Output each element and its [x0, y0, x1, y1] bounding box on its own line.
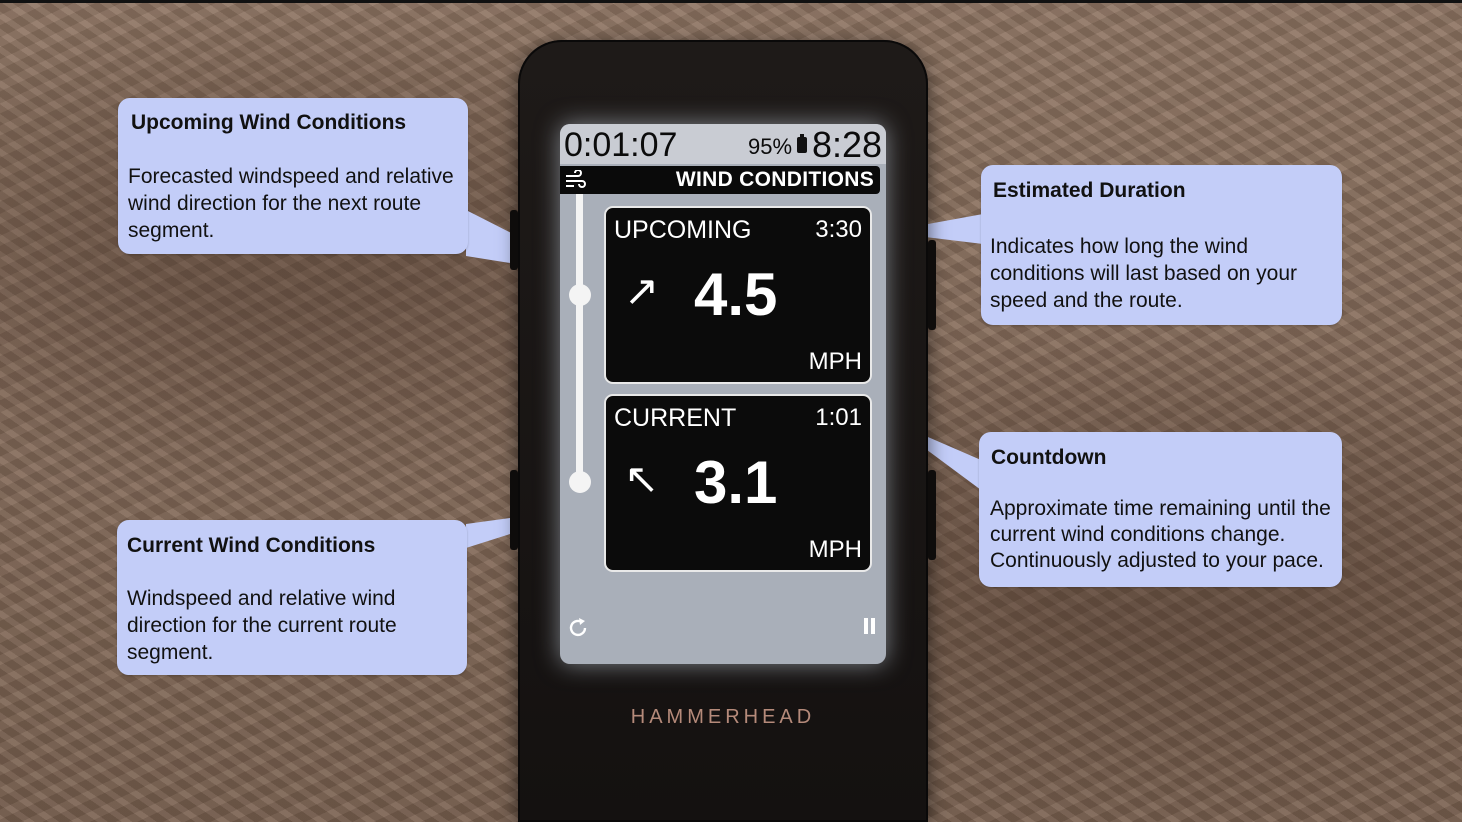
callout-duration-body: Indicates how long the wind conditions w… [990, 235, 1298, 312]
side-button-right-bottom[interactable] [928, 470, 936, 560]
wind-icon [566, 170, 586, 188]
timeline-dot-current [569, 471, 591, 493]
upcoming-windspeed: 4.5 [694, 261, 778, 328]
side-button-left-top[interactable] [510, 210, 518, 270]
callout-upcoming-wind: Upcoming Wind Conditions Forecasted wind… [118, 98, 468, 254]
callout-current-title: Current Wind Conditions [127, 534, 376, 557]
callout-upcoming-body: Forecasted windspeed and relative wind d… [128, 165, 454, 242]
elapsed-time: 0:01:07 [564, 126, 678, 164]
pause-icon[interactable] [864, 618, 876, 636]
callout-countdown-body: Approximate time remaining until the cur… [990, 497, 1331, 572]
clock-time: 8:28 [812, 124, 883, 165]
upcoming-unit: MPH [808, 348, 862, 375]
callout-estimated-duration: Estimated Duration Indicates how long th… [981, 165, 1342, 325]
current-direction-arrow-icon: ↖ [624, 455, 660, 502]
current-windspeed: 3.1 [694, 449, 778, 516]
screen-title: WIND CONDITIONS [675, 168, 874, 191]
callout-current-body: Windspeed and relative wind direction fo… [127, 587, 397, 664]
battery-icon [797, 134, 807, 153]
callout-countdown: Countdown Approximate time remaining unt… [979, 432, 1342, 587]
callout-countdown-title: Countdown [991, 446, 1107, 469]
upcoming-label: UPCOMING [614, 216, 752, 244]
side-button-right-top[interactable] [928, 240, 936, 330]
battery-percent: 95% [748, 134, 793, 159]
screen-title-bar: WIND CONDITIONS [560, 166, 880, 194]
brand-logo: HAMMERHEAD [630, 706, 816, 728]
current-unit: MPH [808, 536, 862, 563]
callout-duration-title: Estimated Duration [993, 179, 1186, 202]
current-countdown: 1:01 [815, 404, 862, 431]
current-wind-card[interactable]: CURRENT 1:01 ↖ 3.1 MPH [604, 394, 872, 572]
callout-current-wind: Current Wind Conditions Windspeed and re… [117, 520, 467, 675]
upcoming-wind-card[interactable]: UPCOMING 3:30 ↗ 4.5 MPH [604, 206, 872, 384]
refresh-icon[interactable] [566, 616, 590, 640]
side-button-left-bottom[interactable] [510, 470, 518, 550]
status-bar: 0:01:07 95% 8:28 [560, 124, 886, 165]
upcoming-direction-arrow-icon: ↗ [624, 267, 660, 314]
top-frame-line [0, 0, 1462, 3]
upcoming-duration: 3:30 [815, 216, 862, 243]
segment-timeline [576, 194, 583, 490]
device-screen: 0:01:07 95% 8:28 WIND CONDITIONS UPCOMIN… [560, 124, 886, 664]
callout-upcoming-title: Upcoming Wind Conditions [131, 111, 407, 134]
timeline-dot-upcoming [569, 284, 591, 306]
current-label: CURRENT [614, 404, 737, 432]
